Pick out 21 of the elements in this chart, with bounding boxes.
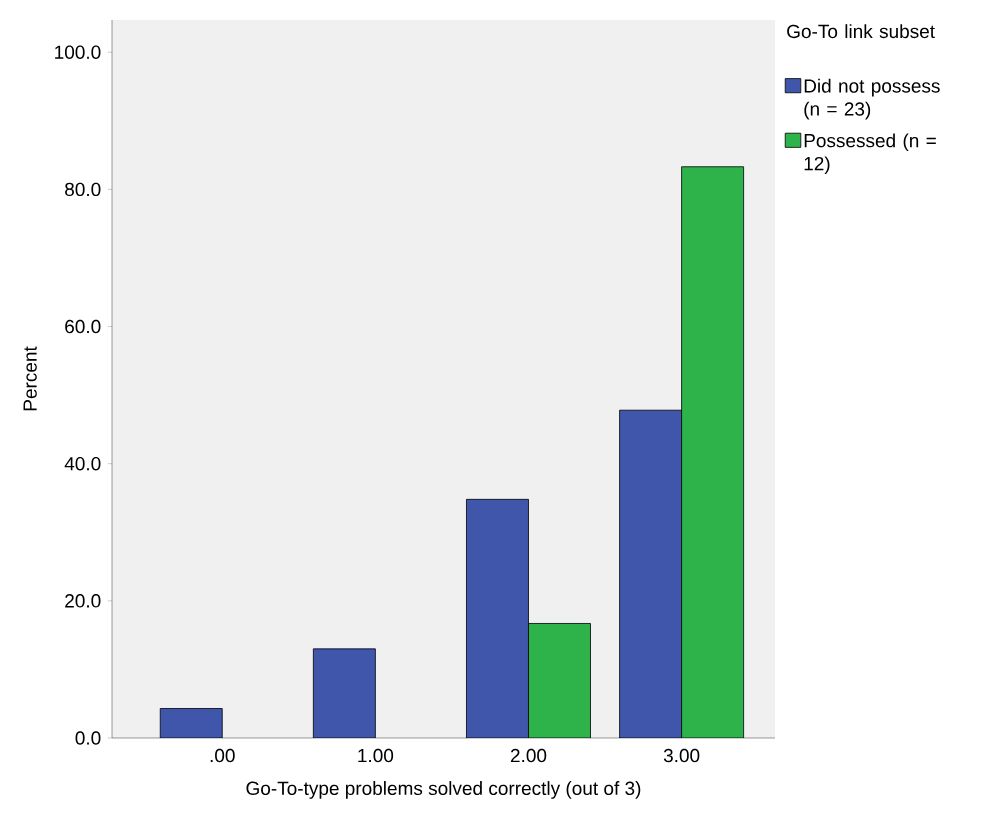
y-tick-label: 80.0 (65, 182, 101, 197)
bar (619, 409, 682, 738)
bar (159, 708, 223, 738)
bar (681, 166, 745, 738)
x-axis-title: Go-To-type problems solved correctly (out of 3) (246, 781, 641, 799)
legend-label: Possessed (n = 12) (804, 133, 936, 175)
y-axis-title: Percent (23, 346, 37, 411)
y-tick-label: 40.0 (64, 456, 101, 471)
bar (528, 623, 591, 738)
y-tick-label: 0.0 (75, 731, 101, 745)
x-tick-label: 1.00 (358, 748, 394, 763)
bar (466, 498, 529, 738)
legend-title: Go-To link subset (787, 24, 935, 39)
bar (312, 648, 376, 738)
x-tick-label: 3.00 (663, 748, 700, 763)
y-tick-label: 60.0 (65, 319, 101, 334)
x-tick-label: 2.00 (510, 748, 547, 763)
x-tick-label: .00 (210, 748, 235, 763)
y-tick-label: 100.0 (55, 45, 101, 59)
y-tick-label: 20.0 (65, 594, 101, 608)
legend-label: Did not possess (n = 23) (804, 78, 940, 120)
